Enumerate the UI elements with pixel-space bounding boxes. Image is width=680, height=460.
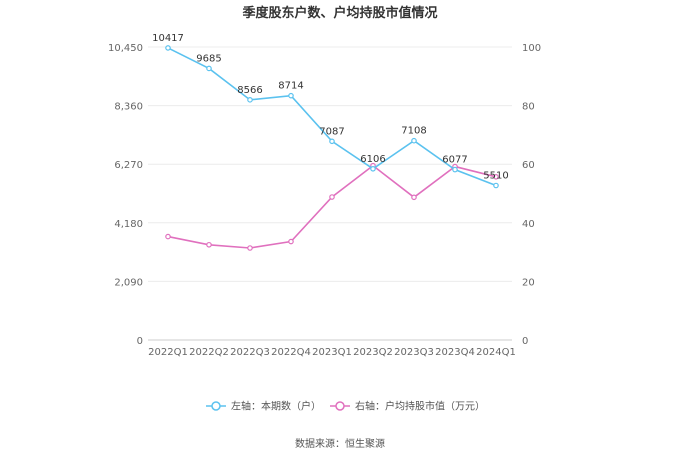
right-tick-label: 20 bbox=[522, 277, 535, 288]
left-tick-label: 10,450 bbox=[108, 43, 143, 54]
data-label: 7108 bbox=[401, 126, 426, 137]
data-label: 8714 bbox=[278, 81, 303, 92]
data-point-right[interactable] bbox=[165, 233, 171, 240]
left-axis: 0 2,090 4,180 6,270 8,360 10,450 bbox=[108, 43, 143, 347]
data-point-right[interactable] bbox=[206, 241, 212, 248]
x-tick-label: 2023Q3 bbox=[394, 347, 434, 358]
left-tick-label: 0 bbox=[137, 336, 143, 347]
x-tick-label: 2022Q4 bbox=[271, 347, 311, 358]
left-tick-label: 2,090 bbox=[114, 277, 143, 288]
x-tick-label: 2023Q2 bbox=[353, 347, 393, 358]
data-label: 7087 bbox=[319, 126, 344, 137]
data-point-right[interactable] bbox=[329, 194, 335, 200]
series-group: 10417 9685 8566 8714 7087 6106 7108 6077 5510 bbox=[152, 33, 509, 251]
data-point-left[interactable] bbox=[411, 137, 417, 144]
data-point-left[interactable] bbox=[206, 65, 212, 72]
data-label: 9685 bbox=[196, 53, 221, 64]
data-label: 6106 bbox=[360, 154, 385, 165]
right-tick-label: 60 bbox=[522, 160, 535, 171]
data-label: 8566 bbox=[237, 85, 262, 96]
data-point-right[interactable] bbox=[411, 194, 417, 201]
legend-swatch-marker bbox=[211, 401, 221, 411]
left-tick-label: 6,270 bbox=[114, 160, 143, 171]
x-tick-label: 2023Q4 bbox=[435, 347, 475, 358]
right-tick-label: 40 bbox=[522, 219, 535, 230]
legend-item-1[interactable]: 左轴：本期数（户） bbox=[206, 400, 321, 413]
right-tick-label: 100 bbox=[522, 43, 541, 54]
left-tick-label: 4,180 bbox=[114, 219, 143, 230]
legend-item-2[interactable]: 右轴：户均持股市值（万元） bbox=[330, 400, 485, 413]
data-point-right[interactable] bbox=[247, 245, 253, 251]
data-point-right[interactable] bbox=[288, 238, 294, 245]
x-tick-label: 2022Q2 bbox=[189, 347, 229, 358]
data-point-left[interactable] bbox=[452, 166, 458, 173]
data-point-left[interactable] bbox=[329, 138, 335, 145]
x-tick-label: 2022Q1 bbox=[148, 347, 188, 358]
legend-label: 右轴：户均持股市值（万元） bbox=[355, 400, 485, 413]
data-point-left[interactable] bbox=[247, 97, 253, 103]
data-point-left[interactable] bbox=[370, 165, 376, 172]
chart-title: 季度股东户数、户均持股市值情况 bbox=[241, 5, 437, 21]
right-axis: 0 20 40 60 80 100 bbox=[522, 43, 541, 347]
x-tick-label: 2023Q1 bbox=[312, 347, 352, 358]
left-tick-label: 8,360 bbox=[114, 102, 143, 113]
right-tick-label: 0 bbox=[522, 336, 528, 347]
grid bbox=[148, 46, 512, 341]
legend[interactable]: 左轴：本期数（户） 右轴：户均持股市值（万元） bbox=[206, 400, 485, 413]
source-note: 数据来源：恒生聚源 bbox=[295, 437, 385, 450]
data-label: 10417 bbox=[152, 33, 184, 44]
legend-swatch-marker bbox=[335, 401, 345, 411]
data-point-left[interactable] bbox=[288, 92, 294, 99]
x-tick-label: 2024Q1 bbox=[476, 347, 516, 358]
data-point-right[interactable] bbox=[493, 173, 499, 180]
series-line-right bbox=[167, 164, 497, 249]
x-tick-label: 2022Q3 bbox=[230, 347, 270, 358]
right-tick-label: 80 bbox=[522, 102, 535, 113]
data-point-left[interactable] bbox=[493, 182, 499, 189]
data-point-left[interactable] bbox=[165, 45, 171, 51]
legend-label: 左轴：本期数（户） bbox=[231, 400, 321, 413]
x-axis: 2022Q1 2022Q2 2022Q3 2022Q4 2023Q1 2023Q2 2023… bbox=[148, 347, 516, 358]
data-label: 5510 bbox=[483, 171, 508, 182]
data-label: 6077 bbox=[442, 155, 467, 166]
